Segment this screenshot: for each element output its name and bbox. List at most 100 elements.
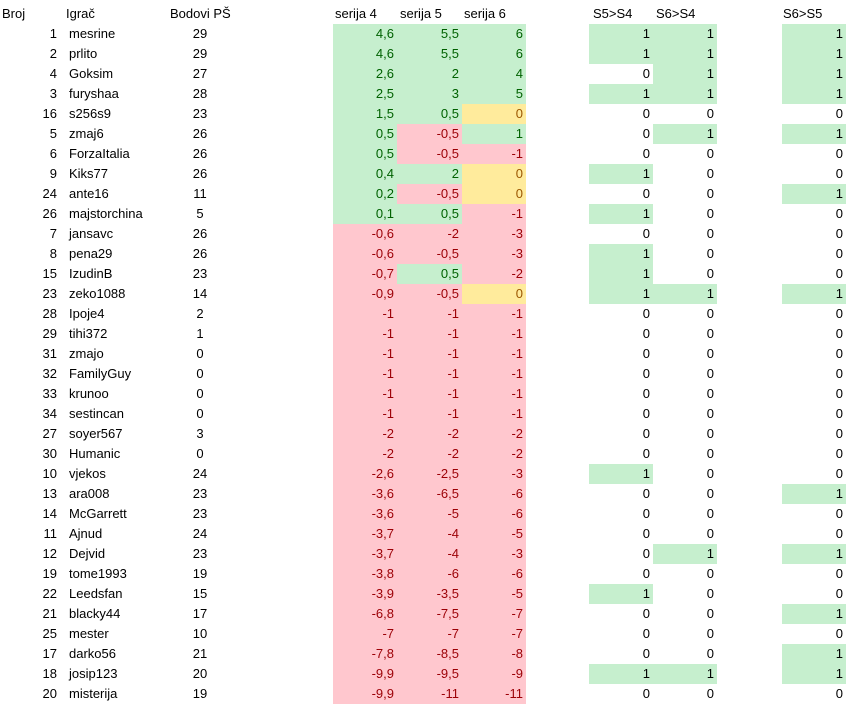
comparison-flag: 0 [642, 226, 650, 241]
series-value: -0,9 [333, 284, 397, 304]
comparison-flag: 1 [589, 244, 653, 264]
comparison-flag: 1 [589, 284, 653, 304]
series-value: 0 [462, 284, 526, 304]
series-value: -1 [462, 304, 526, 324]
player-name: Leedsfan [69, 586, 123, 601]
comparison-flag: 0 [706, 106, 714, 121]
series-value: -0,5 [397, 244, 462, 264]
points: 20 [192, 666, 208, 681]
comparison-flag: 0 [835, 326, 843, 341]
series-value: 1,5 [333, 104, 397, 124]
series-value: -1 [462, 324, 526, 344]
player-name: darko56 [69, 646, 116, 661]
comparison-flag: 0 [642, 126, 650, 141]
comparison-flag: 0 [642, 566, 650, 581]
series-value: -0,6 [333, 244, 397, 264]
comparison-flag: 1 [782, 284, 846, 304]
player-number: 34 [42, 406, 57, 421]
series-value: 6 [462, 24, 526, 44]
comparison-flag: 0 [706, 526, 714, 541]
player-number: 22 [42, 586, 57, 601]
series-value: -5 [397, 504, 462, 524]
comparison-flag: 0 [706, 266, 714, 281]
comparison-flag: 1 [782, 484, 846, 504]
points: 2 [196, 306, 204, 321]
points: 10 [192, 626, 208, 641]
series-value: -7,8 [333, 644, 397, 664]
player-name: Humanic [69, 446, 121, 461]
comparison-flag: 1 [782, 184, 846, 204]
comparison-flag: 1 [653, 544, 717, 564]
comparison-flag: 0 [642, 626, 650, 641]
player-number: 17 [42, 646, 57, 661]
player-name: Ipoje4 [69, 306, 105, 321]
series-value: 2 [397, 164, 462, 184]
points: 19 [192, 566, 208, 581]
comparison-flag: 1 [589, 84, 653, 104]
player-name: ara008 [69, 486, 110, 501]
player-number: 30 [42, 446, 57, 461]
comparison-flag: 0 [642, 606, 650, 621]
player-name: zmaj6 [69, 126, 104, 141]
series-value: -2 [397, 424, 462, 444]
comparison-flag: 1 [589, 664, 653, 684]
series-value: -8 [462, 644, 526, 664]
comparison-flag: 0 [835, 586, 843, 601]
comparison-flag: 1 [653, 84, 717, 104]
series-value: 5 [462, 84, 526, 104]
player-number: 4 [49, 66, 57, 81]
player-number: 33 [42, 386, 57, 401]
series-value: -3,5 [397, 584, 462, 604]
series-value: -8,5 [397, 644, 462, 664]
series-value: 5,5 [397, 44, 462, 64]
comparison-flag: 0 [835, 386, 843, 401]
series-value: -2,6 [333, 464, 397, 484]
points: 28 [192, 86, 208, 101]
series-value: 0 [462, 184, 526, 204]
series-value: -1 [333, 404, 397, 424]
column-header: S6>S5 [783, 6, 823, 21]
player-number: 9 [49, 166, 57, 181]
comparison-flag: 1 [589, 24, 653, 44]
series-value: -0,5 [397, 124, 462, 144]
series-value: 1 [462, 124, 526, 144]
series-value: -6,5 [397, 484, 462, 504]
points: 1 [196, 326, 204, 341]
points: 11 [193, 186, 207, 201]
series-value: -5 [462, 524, 526, 544]
series-value: -1 [462, 384, 526, 404]
player-name: tihi372 [69, 326, 108, 341]
player-name: tome1993 [69, 566, 127, 581]
comparison-flag: 0 [642, 146, 650, 161]
player-number: 13 [42, 486, 57, 501]
comparison-flag: 1 [653, 124, 717, 144]
series-value: -4 [397, 524, 462, 544]
comparison-flag: 1 [782, 44, 846, 64]
player-name: Kiks77 [69, 166, 109, 181]
comparison-flag: 0 [642, 546, 650, 561]
comparison-flag: 0 [835, 446, 843, 461]
series-value: -1 [397, 324, 462, 344]
comparison-flag: 0 [706, 226, 714, 241]
player-name: majstorchina [69, 206, 143, 221]
series-value: 4,6 [333, 24, 397, 44]
series-value: -3,8 [333, 564, 397, 584]
player-name: prlito [69, 46, 98, 61]
series-value: -1 [397, 364, 462, 384]
player-number: 6 [49, 146, 57, 161]
comparison-flag: 0 [642, 366, 650, 381]
column-header: serija 4 [335, 6, 377, 21]
comparison-flag: 0 [706, 326, 714, 341]
player-number: 11 [43, 526, 58, 541]
comparison-flag: 0 [835, 526, 843, 541]
player-name: McGarrett [69, 506, 127, 521]
comparison-flag: 1 [589, 584, 653, 604]
points: 3 [196, 426, 204, 441]
series-value: -2 [397, 444, 462, 464]
series-value: 0,5 [333, 144, 397, 164]
series-value: -6 [397, 564, 462, 584]
player-number: 31 [42, 346, 57, 361]
comparison-flag: 0 [835, 566, 843, 581]
comparison-flag: 0 [706, 206, 714, 221]
points: 23 [192, 506, 208, 521]
